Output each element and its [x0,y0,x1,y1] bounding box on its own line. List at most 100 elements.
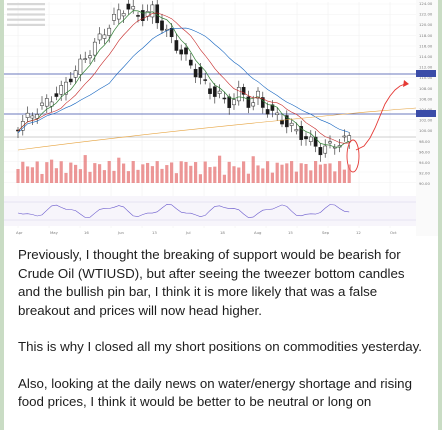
volume-bar [213,166,217,183]
volume-bar [98,164,102,183]
candle-body [88,55,92,59]
candle-body [54,93,59,97]
volume-bar [208,167,212,183]
candle-body [241,86,246,95]
candle-body [275,112,280,115]
candle-body [131,6,136,10]
candle-body [294,129,299,132]
price-tick-label: 118.00 [419,33,433,38]
volume-bar [45,162,49,183]
volume-bar [146,162,150,183]
candle-body [212,86,217,97]
candle-body [107,27,112,36]
candle-body [160,20,164,31]
volume-bar [150,166,154,183]
candle-body [169,28,174,38]
candle-body [299,126,304,140]
forecast-path [355,83,406,151]
price-tick-label: 108.00 [419,86,433,91]
candle-body [78,58,83,75]
volume-bar [179,161,183,183]
candle-body [232,99,236,106]
volume-bar [35,161,39,183]
candle-body [323,145,328,154]
indicator-legend-row [7,3,45,6]
price-tick-label: 94.00 [419,160,430,165]
paragraph-3: Also, looking at the daily news on water… [18,375,412,410]
volume-bar [280,164,284,183]
candle-body [126,3,131,10]
price-tick-label: 112.00 [419,65,433,70]
candle-body [227,96,232,108]
paragraph-1: Previously, I thought the breaking of su… [18,247,405,318]
candle-body [184,47,188,55]
volume-bar [117,157,121,183]
price-tick-label: 102.00 [419,118,433,123]
volume-bar [256,165,260,183]
volume-bar [21,161,25,183]
time-tick-label: Jul [185,230,191,235]
volume-bar [328,163,332,183]
volume-bar [275,162,279,183]
volume-bar [294,171,298,183]
candle-body [59,85,64,95]
indicator-legend-row [7,18,45,21]
volume-bar [174,173,178,183]
time-tick-label: May [50,230,59,235]
volume-bar [232,166,236,183]
time-tick-label: Jun [117,230,125,235]
ma-slow-line [17,27,350,134]
candle-body [217,90,222,94]
volume-bar [203,161,207,183]
time-tick-label: Sep [322,230,330,235]
price-tick-label: 90.00 [419,181,430,186]
pin-bar-highlight [346,139,360,173]
volume-bar [131,161,135,183]
candle-body [44,98,49,107]
candle-body [256,90,260,99]
candle-body [73,70,78,78]
volume-bar [266,161,270,183]
candle-body [284,115,289,128]
volume-bar [251,156,255,183]
volume-bar [314,161,318,183]
ma-long-line [17,107,417,151]
volume-bar [165,165,169,183]
candle-body [155,4,160,24]
volume-bar [26,166,30,183]
post-card: 124.00 122.00 120.00 118.00 116.00 114.00 112.… [4,0,438,430]
candle-body [203,79,208,81]
indicator-legend-row [7,23,45,26]
forecast-arrowhead [403,80,409,87]
candle-body [140,10,145,21]
candle-body [179,49,184,55]
volume-bar [304,164,308,183]
candle-body [304,136,308,140]
volume-bar [184,161,188,183]
volume-bar [290,161,294,183]
volume-bar [309,170,313,183]
candle-body [35,114,40,119]
crude-oil-chart[interactable]: 124.00 122.00 120.00 118.00 116.00 114.00 112.… [4,0,438,236]
volume-bar [299,163,303,183]
candle-body [342,135,347,138]
candle-body [198,66,203,78]
chart-svg: 124.00 122.00 120.00 118.00 116.00 114.00 112.… [4,0,438,236]
candle-body [222,97,227,100]
candle-body [121,13,126,17]
time-tick-label: 16 [84,230,89,235]
time-tick-label: Oct [390,230,397,235]
volume-bar [102,170,106,183]
candle-body [116,9,121,20]
candle-body [289,122,294,126]
price-marker-lower [416,110,436,117]
ma-mid-line [17,12,350,144]
candle-body [112,14,116,21]
price-tick-label: 124.00 [419,1,433,6]
volume-bar [347,164,351,183]
candle-body [251,102,256,107]
price-tick-label: 120.00 [419,22,433,27]
candle-body [260,97,265,108]
price-tick-label: 106.00 [419,96,433,101]
volume-bar [93,163,97,183]
